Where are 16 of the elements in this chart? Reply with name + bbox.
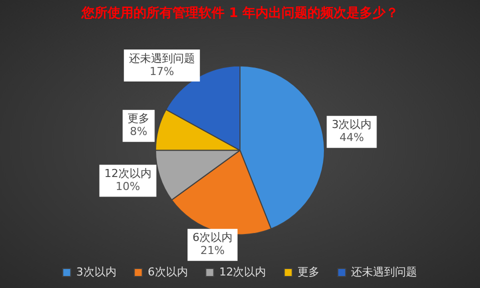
data-label: 17%	[150, 64, 174, 78]
data-label: 8%	[130, 125, 148, 138]
data-label: 10%	[116, 180, 140, 194]
legend-label: 3次以内	[76, 265, 116, 278]
legend-label: 还未遇到问题	[351, 265, 418, 278]
chart-title: 您所使用的所有管理软件 1 年内出问题的频次是多少？	[80, 5, 399, 22]
slice-label: 3次以内	[332, 118, 372, 132]
slice-label: 更多	[128, 112, 150, 126]
legend-label: 6次以内	[148, 265, 188, 278]
legend-label: 12次以内	[219, 265, 266, 278]
slice-label: 还未遇到问题	[128, 52, 195, 65]
slice-label: 6次以内	[192, 231, 233, 244]
data-label: 21%	[200, 244, 225, 258]
data-label: 44%	[339, 131, 364, 144]
slice-label: 12次以内	[104, 167, 152, 180]
legend-label: 更多	[298, 265, 320, 278]
